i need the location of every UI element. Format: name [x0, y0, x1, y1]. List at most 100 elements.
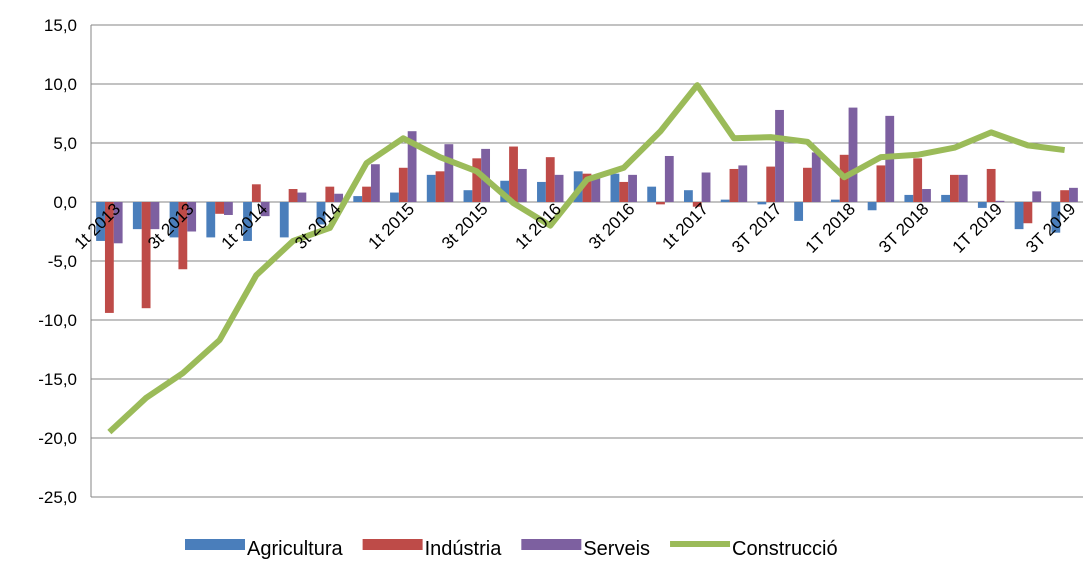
bar	[325, 186, 335, 202]
bar	[509, 146, 518, 202]
bar	[830, 199, 840, 202]
bar	[187, 202, 197, 232]
bar	[720, 199, 730, 202]
bar	[150, 202, 160, 230]
bar	[96, 202, 105, 241]
bar	[500, 180, 510, 202]
x-tick-label: 3T 2017	[728, 199, 785, 256]
bar	[977, 202, 987, 208]
legend-label: Construcció	[732, 538, 838, 560]
bar	[701, 172, 711, 202]
y-tick-label: -25,0	[38, 488, 77, 507]
bar	[591, 176, 601, 202]
legend-swatch	[185, 539, 245, 550]
bar	[113, 202, 123, 244]
bar	[132, 202, 142, 230]
bar	[260, 202, 270, 217]
bar	[848, 107, 858, 202]
y-tick-label: 0,0	[53, 193, 77, 212]
bar	[766, 166, 776, 202]
legend-swatch	[521, 539, 582, 550]
x-tick-label: 3T 2018	[875, 199, 932, 256]
bar	[729, 168, 739, 202]
bar	[656, 202, 665, 205]
bar	[757, 202, 767, 205]
bar	[370, 164, 380, 202]
bar	[251, 184, 261, 202]
bar	[610, 173, 620, 202]
bar	[582, 173, 592, 202]
bar	[913, 158, 923, 202]
x-tick-label: 3t 2016	[585, 199, 639, 253]
bar	[1032, 191, 1042, 202]
bar	[1023, 202, 1033, 224]
bar	[1051, 202, 1061, 233]
bar	[664, 155, 674, 202]
bar	[941, 194, 950, 202]
bar	[775, 109, 784, 202]
bar	[463, 190, 473, 202]
bar	[986, 168, 996, 202]
bar	[811, 152, 821, 202]
bar	[738, 165, 748, 202]
bar	[169, 202, 179, 238]
bar	[206, 202, 216, 238]
y-tick-label: 5,0	[53, 134, 77, 153]
bar	[104, 202, 114, 313]
bar	[426, 174, 436, 202]
bar	[683, 190, 693, 202]
y-tick-label: 15,0	[44, 16, 77, 35]
y-tick-label: -10,0	[38, 311, 77, 330]
bar	[407, 131, 417, 202]
bar	[390, 192, 399, 202]
bar	[545, 157, 555, 202]
bar	[537, 181, 546, 202]
x-tick-label: 3t 2015	[438, 199, 492, 253]
bar	[876, 165, 886, 202]
bar	[619, 181, 629, 202]
bar	[141, 202, 151, 309]
bar	[243, 202, 252, 241]
bar	[949, 174, 959, 202]
bar	[353, 196, 363, 202]
bar	[435, 171, 445, 202]
bar	[517, 168, 527, 202]
bar	[279, 202, 289, 238]
bar	[297, 192, 307, 202]
legend-label: Serveis	[583, 538, 650, 560]
y-tick-label: 10,0	[44, 75, 77, 94]
bar	[288, 189, 298, 202]
bar	[1060, 190, 1070, 202]
y-tick-label: -20,0	[38, 429, 77, 448]
x-tick-label: 1T 2019	[949, 199, 1006, 256]
bar	[922, 189, 931, 202]
bar	[178, 202, 188, 270]
bar	[692, 202, 702, 207]
bar	[362, 186, 371, 202]
legend-label: Agricultura	[247, 538, 343, 560]
bar	[472, 158, 482, 202]
bar	[334, 193, 344, 202]
bar	[398, 167, 408, 202]
bar	[1014, 202, 1024, 230]
legend-swatch	[362, 539, 423, 550]
bar	[1069, 187, 1078, 202]
bar	[995, 200, 1005, 202]
y-tick-label: -15,0	[38, 370, 77, 389]
y-tick-label: -5,0	[48, 252, 77, 271]
bar	[803, 167, 812, 202]
bar	[224, 202, 233, 215]
line	[107, 82, 1066, 435]
legend-label: Indústria	[425, 538, 503, 560]
bar	[794, 202, 804, 221]
bar	[647, 186, 657, 202]
bar	[444, 144, 454, 202]
x-tick-label: 1t 2015	[365, 199, 419, 253]
bar	[628, 174, 637, 202]
bar	[215, 202, 225, 214]
x-tick-label: 1t 2017	[658, 199, 712, 253]
bar	[867, 202, 877, 211]
bar	[904, 194, 914, 202]
bar	[554, 174, 564, 202]
